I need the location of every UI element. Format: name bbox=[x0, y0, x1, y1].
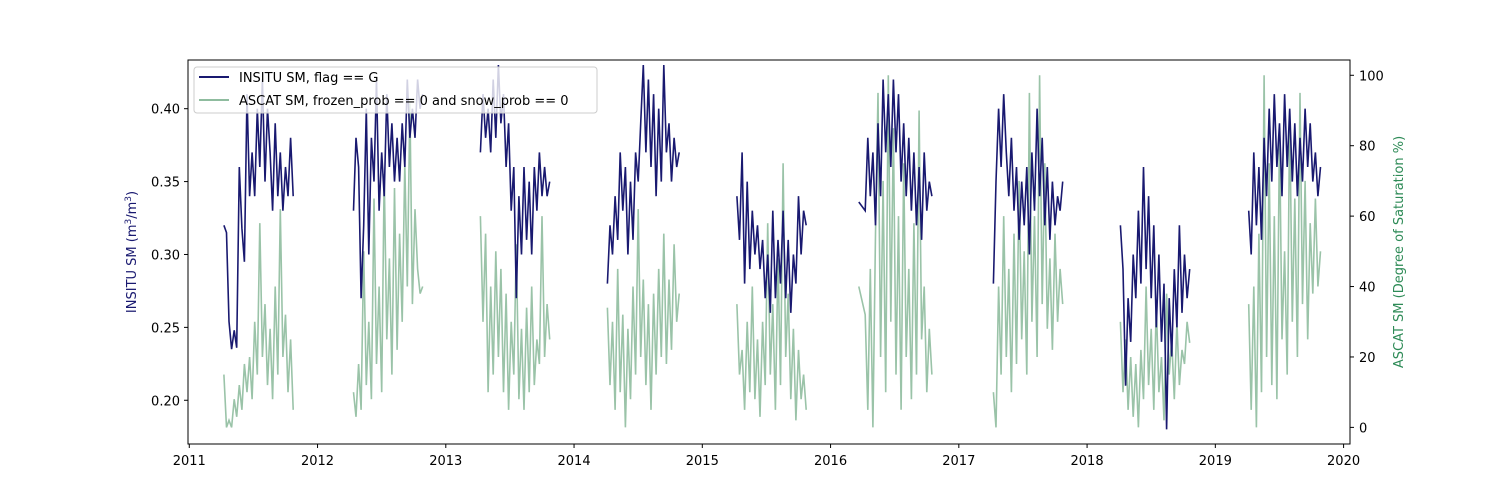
series-line-segment bbox=[736, 163, 807, 421]
x-tick-label: 2013 bbox=[429, 454, 462, 469]
series-line-segment bbox=[352, 103, 424, 417]
series-line-segment bbox=[606, 209, 680, 428]
series-insitu bbox=[223, 64, 1322, 430]
left-y-tick-label: 0.40 bbox=[151, 103, 180, 118]
x-tick-label: 2016 bbox=[814, 454, 847, 469]
x-tick-label: 2020 bbox=[1327, 454, 1360, 469]
right-y-axis-ticks: 0 20 40 60 80 100 bbox=[1350, 69, 1384, 436]
left-y-tick-label: 0.30 bbox=[151, 248, 180, 263]
series-line-segment bbox=[1247, 75, 1322, 428]
x-tick-label: 2012 bbox=[301, 454, 334, 469]
series-line-segment bbox=[1247, 94, 1322, 255]
legend-label-ascat: ASCAT SM, frozen_prob == 0 and snow_prob… bbox=[239, 94, 569, 109]
series-line-segment bbox=[479, 216, 551, 410]
x-tick-label: 2015 bbox=[686, 454, 719, 469]
x-tick-label: 2017 bbox=[942, 454, 975, 469]
series-line-segment bbox=[223, 209, 294, 428]
left-y-axis-ticks: 0.20 0.25 0.30 0.35 0.40 bbox=[151, 103, 188, 409]
plot-area-frame bbox=[187, 59, 1351, 445]
series-line-segment bbox=[736, 152, 807, 313]
series-line-segment bbox=[992, 75, 1064, 428]
x-axis-ticks: 2011 2012 2013 2014 2015 2016 2017 2018 2019 2020 bbox=[173, 444, 1360, 469]
series-line-segment bbox=[1119, 166, 1191, 430]
series-line-segment bbox=[352, 79, 424, 299]
series-line-segment bbox=[223, 79, 294, 350]
series-layer bbox=[223, 64, 1322, 430]
right-y-axis-label: ASCAT SM (Degree of Saturation %) bbox=[1392, 136, 1407, 368]
right-y-tick-label: 60 bbox=[1359, 210, 1376, 225]
legend: INSITU SM, flag == G ASCAT SM, frozen_pr… bbox=[193, 66, 598, 114]
series-line-segment bbox=[992, 94, 1064, 284]
legend-box bbox=[193, 66, 598, 114]
legend-label-insitu: INSITU SM, flag == G bbox=[239, 71, 379, 86]
x-tick-label: 2019 bbox=[1199, 454, 1232, 469]
right-y-tick-label: 20 bbox=[1359, 351, 1376, 366]
left-y-tick-label: 0.25 bbox=[151, 321, 180, 336]
series-line-segment bbox=[858, 79, 933, 240]
series-line-segment bbox=[1119, 286, 1191, 428]
right-y-tick-label: 0 bbox=[1359, 421, 1367, 436]
x-tick-label: 2011 bbox=[173, 454, 206, 469]
series-line-segment bbox=[479, 64, 551, 299]
right-y-tick-label: 100 bbox=[1359, 69, 1384, 84]
right-y-tick-label: 80 bbox=[1359, 140, 1376, 155]
left-y-axis-label: INSITU SM (m3/m3) bbox=[124, 191, 140, 313]
x-tick-label: 2018 bbox=[1071, 454, 1104, 469]
left-y-tick-label: 0.20 bbox=[151, 394, 180, 409]
x-tick-label: 2014 bbox=[558, 454, 591, 469]
series-line-segment bbox=[606, 64, 680, 284]
right-y-tick-label: 40 bbox=[1359, 281, 1376, 296]
left-y-tick-label: 0.35 bbox=[151, 176, 180, 191]
